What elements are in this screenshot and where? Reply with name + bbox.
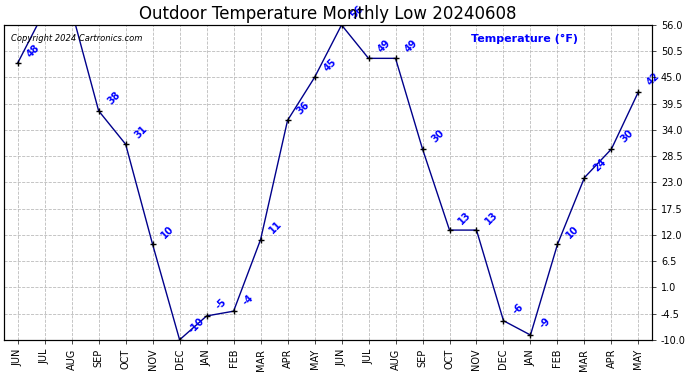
Text: 36: 36 bbox=[295, 100, 311, 116]
Text: 24: 24 bbox=[591, 157, 608, 174]
Text: 49: 49 bbox=[402, 38, 419, 54]
Text: 13: 13 bbox=[457, 209, 473, 226]
Text: 31: 31 bbox=[132, 123, 149, 140]
Title: Outdoor Temperature Monthly Low 20240608: Outdoor Temperature Monthly Low 20240608 bbox=[139, 5, 517, 23]
Text: Copyright 2024 Cartronics.com: Copyright 2024 Cartronics.com bbox=[10, 34, 142, 44]
Text: 59: 59 bbox=[0, 374, 1, 375]
Text: 30: 30 bbox=[618, 128, 635, 145]
Text: 11: 11 bbox=[268, 219, 284, 236]
Text: -6: -6 bbox=[511, 302, 525, 316]
Text: 45: 45 bbox=[322, 57, 338, 73]
Text: 59: 59 bbox=[0, 374, 1, 375]
Text: 56: 56 bbox=[348, 4, 365, 21]
Text: 13: 13 bbox=[484, 209, 500, 226]
Text: -5: -5 bbox=[213, 297, 228, 312]
Text: -9: -9 bbox=[538, 316, 552, 331]
Text: 48: 48 bbox=[25, 42, 41, 59]
Text: 49: 49 bbox=[375, 38, 392, 54]
Text: 38: 38 bbox=[106, 90, 122, 106]
Text: 10: 10 bbox=[159, 224, 176, 240]
Text: Temperature (°F): Temperature (°F) bbox=[471, 34, 578, 45]
Text: -10: -10 bbox=[186, 316, 206, 336]
Text: -4: -4 bbox=[241, 292, 255, 307]
Text: 10: 10 bbox=[564, 224, 581, 240]
Text: 42: 42 bbox=[645, 71, 662, 88]
Text: 30: 30 bbox=[429, 128, 446, 145]
